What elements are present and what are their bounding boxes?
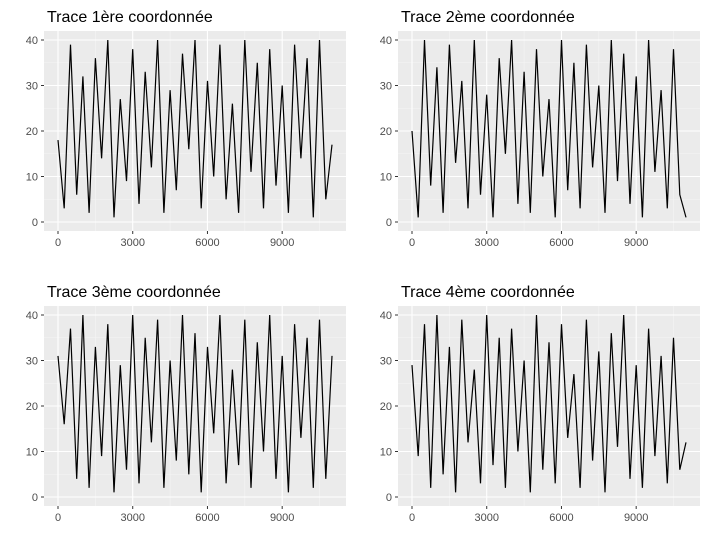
x-tick-label: 3000 [474,237,498,249]
x-tick-label: 6000 [549,512,573,524]
y-tick-label: 0 [386,492,392,504]
x-tick-label: 9000 [270,512,294,524]
y-tick-label: 40 [380,310,392,322]
panel-trace-4: Trace 4ème coordonnée 0 3000 6000 9000 0 10 20… [380,284,700,524]
y-tick-label: 20 [380,126,392,138]
x-tick-label: 9000 [624,512,648,524]
x-tick-label: 0 [55,512,61,524]
trace-line [57,39,333,218]
y-tick-label: 10 [26,447,38,459]
y-tick-label: 0 [386,217,392,229]
y-tick-label: 20 [380,401,392,413]
y-tick-label: 30 [26,356,38,368]
y-tick-label: 30 [26,81,38,93]
y-tick-label: 20 [26,401,38,413]
trace-line [57,314,333,493]
panel-title: Trace 4ème coordonnée [401,284,575,301]
y-tick-label: 0 [32,217,38,229]
y-tick-label: 0 [32,492,38,504]
y-tick-label: 20 [26,126,38,138]
x-tick-label: 6000 [195,512,219,524]
y-tick-label: 40 [380,35,392,47]
panel-trace-3: Trace 3ème coordonnée 0 3000 6000 9000 0 10 20… [26,284,346,524]
trace-line [411,314,687,493]
x-tick-label: 9000 [270,237,294,249]
trace-line [411,39,687,218]
x-tick-label: 0 [55,237,61,249]
y-tick-label: 10 [26,172,38,184]
x-tick-label: 3000 [474,512,498,524]
x-tick-label: 0 [409,237,415,249]
y-tick-label: 30 [380,81,392,93]
x-tick-label: 0 [409,512,415,524]
panel-trace-2: Trace 2ème coordonnée 0 3000 6000 9000 0 10 20… [380,9,700,249]
x-tick-label: 9000 [624,237,648,249]
panel-title: Trace 3ème coordonnée [47,284,221,301]
x-tick-label: 3000 [120,512,144,524]
x-tick-label: 6000 [549,237,573,249]
x-tick-label: 6000 [195,237,219,249]
y-tick-label: 40 [26,35,38,47]
y-tick-label: 10 [380,172,392,184]
panel-title: Trace 2ème coordonnée [401,9,575,26]
panel-title: Trace 1ère coordonnée [47,9,213,26]
y-tick-label: 30 [380,356,392,368]
y-tick-label: 10 [380,447,392,459]
panel-trace-1: Trace 1ère coordonnée 0 3000 6000 9000 0 10 20… [26,9,346,249]
y-tick-label: 40 [26,310,38,322]
x-tick-label: 3000 [120,237,144,249]
